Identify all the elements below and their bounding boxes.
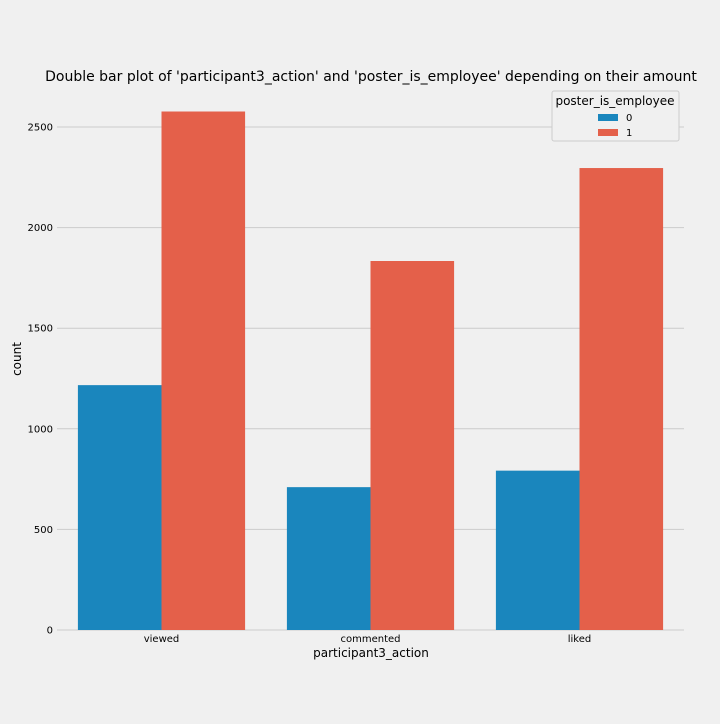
y-tick-label: 1500 [28,324,53,335]
bars [77,111,664,631]
legend: poster_is_employee 01 [551,90,680,142]
legend-title: poster_is_employee [555,94,674,108]
y-axis-title: count [10,342,24,376]
bar-commented-series-1 [370,260,455,630]
x-tick-labels: viewed commented liked [144,634,592,645]
bar-viewed-series-1 [161,111,246,631]
y-tick-label: 1000 [28,424,53,435]
y-tick-labels: 0 500 1000 1500 2000 2500 [28,123,53,637]
legend-items: 01 [598,113,632,139]
y-tick-label: 0 [47,626,53,637]
bar-liked-series-1 [579,168,664,630]
x-tick-label: commented [340,634,400,645]
legend-label: 0 [626,113,632,124]
bar-liked-series-0 [495,470,580,630]
legend-swatch [598,114,618,121]
legend-swatch [598,129,618,136]
chart-title: Double bar plot of 'participant3_action'… [45,69,697,85]
legend-label: 1 [626,128,632,139]
y-tick-label: 2000 [28,223,53,234]
y-tick-label: 2500 [28,123,53,134]
x-tick-label: viewed [144,634,180,645]
bar-viewed-series-0 [77,385,162,630]
x-tick-label: liked [568,634,592,645]
y-tick-label: 500 [34,525,53,536]
bar-commented-series-0 [286,487,371,630]
x-axis-title: participant3_action [313,646,429,660]
